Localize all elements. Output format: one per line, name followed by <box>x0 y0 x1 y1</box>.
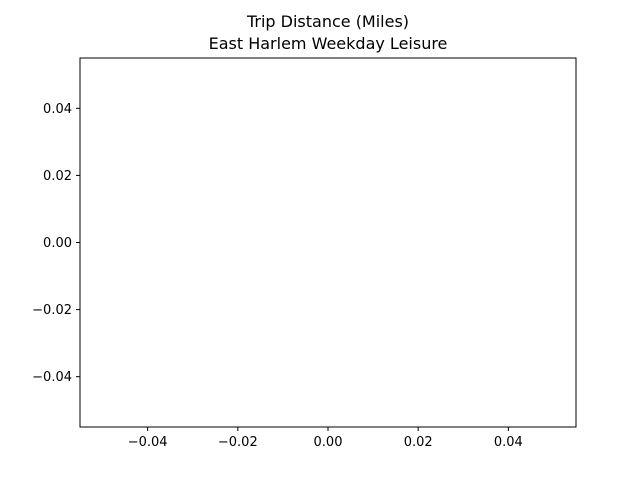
plot-area <box>79 57 577 428</box>
y-tick-label: −0.04 <box>32 370 72 385</box>
y-tick-label: 0.04 <box>43 102 72 117</box>
y-tick-label: 0.00 <box>43 236 72 251</box>
chart-subtitle: East Harlem Weekday Leisure <box>209 34 448 53</box>
chart-title: Trip Distance (Miles) <box>246 12 409 31</box>
plot-frame <box>79 57 577 428</box>
x-tick-label: 0.02 <box>404 435 433 450</box>
y-axis: −0.04 −0.02 0.00 0.02 0.04 <box>32 102 80 385</box>
y-tick-label: 0.02 <box>43 169 72 184</box>
x-axis: −0.04 −0.02 0.00 0.02 0.04 <box>128 427 523 450</box>
x-tick-label: −0.04 <box>128 435 168 450</box>
x-tick-label: −0.02 <box>218 435 258 450</box>
x-tick-label: 0.00 <box>314 435 343 450</box>
y-tick-label: −0.02 <box>32 303 72 318</box>
x-tick-label: 0.04 <box>494 435 523 450</box>
